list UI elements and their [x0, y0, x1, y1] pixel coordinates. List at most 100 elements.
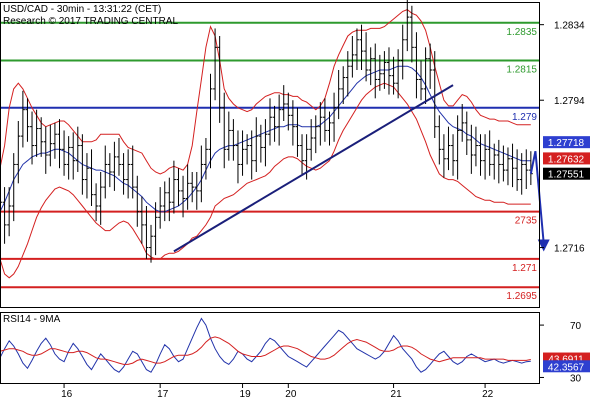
price-bar [126, 149, 131, 199]
level-label: 2735 [515, 216, 538, 227]
price-bar [213, 28, 218, 101]
price-bar [167, 177, 172, 222]
price-panel-frame [0, 2, 540, 308]
price-bar [52, 122, 57, 159]
price-bar [39, 117, 44, 157]
price-bar [240, 130, 245, 176]
price-bar [258, 124, 263, 163]
price-bar [423, 47, 428, 104]
level-label: 1.2835 [506, 27, 537, 38]
price-bar [309, 119, 314, 161]
price-bar [437, 115, 442, 165]
price-bar [373, 43, 378, 99]
rsi-y-tick-label: 70 [570, 321, 582, 332]
price-bar [107, 153, 112, 188]
price-bar [43, 126, 48, 174]
price-bar [510, 143, 515, 188]
price-bar [254, 117, 259, 172]
price-bar [396, 49, 401, 99]
rsi-panel-title: RSI14 - 9MA [3, 314, 61, 325]
price-bar [441, 134, 446, 178]
price-bar [492, 143, 497, 180]
rsi-y-tick-label: 30 [570, 373, 582, 384]
price-bar [139, 196, 144, 244]
price-bar [469, 124, 474, 174]
price-bar [501, 145, 506, 182]
price-bar [130, 145, 135, 199]
x-tick-label: 16 [61, 389, 73, 400]
x-tick-label: 21 [391, 389, 403, 400]
price-bar [245, 134, 250, 165]
price-bar [94, 183, 99, 222]
price-bar [144, 206, 149, 259]
price-bar [382, 51, 387, 89]
price-bar [263, 119, 268, 167]
rsi-badge-bg [543, 360, 590, 373]
price-bar [464, 111, 469, 155]
price-bar [194, 172, 199, 210]
price-bar [432, 51, 437, 138]
price-bar [149, 224, 154, 263]
price-y-tick-label: 1.2794 [554, 96, 585, 107]
price-bar [235, 130, 240, 184]
price-bar [162, 181, 167, 222]
price-bar [313, 115, 318, 154]
chart-subtitle: Research © 2017 TRADING CENTRAL [3, 16, 178, 27]
price-bar [62, 130, 67, 176]
price-bar [354, 28, 359, 70]
price-bar [487, 130, 492, 176]
price-bar [153, 202, 158, 256]
projection-arrow-path [529, 151, 545, 244]
price-panel: 1.2835 1.2815 1.279 2735 1.271 1.2695 [0, 0, 550, 302]
x-tick-label: 19 [240, 389, 252, 400]
price-bar [281, 85, 286, 121]
price-bar [322, 98, 327, 142]
price-bar [249, 130, 254, 180]
price-bar [359, 24, 364, 70]
price-bar [336, 70, 341, 120]
upper-bollinger-band [0, 9, 531, 175]
price-bar [524, 149, 529, 189]
price-y-tick-label: 1.2834 [554, 21, 585, 32]
price-bar [400, 24, 405, 80]
level-label: 1.2695 [506, 291, 537, 302]
price-bar [272, 105, 277, 142]
rsi-badge-label: 43.6911 [548, 355, 584, 366]
price-bar [71, 132, 76, 180]
price-badge-label: 1.27632 [548, 154, 585, 165]
price-bar [84, 153, 89, 199]
rsi-series-9ma [0, 336, 531, 365]
price-bar [391, 56, 396, 95]
price-bar [75, 126, 80, 172]
price-bar [505, 147, 510, 186]
price-bar [231, 119, 236, 161]
price-badge-bg [543, 167, 590, 180]
price-bar [57, 119, 62, 169]
rsi-panel-frame [0, 312, 540, 384]
chart-title: USD/CAD - 30min - 13:31:22 (CET) [3, 4, 161, 15]
price-bar [222, 92, 227, 169]
price-bar [98, 172, 103, 225]
price-bar [414, 32, 419, 99]
price-bar [451, 134, 456, 176]
price-badge: 1.27718 [543, 136, 590, 149]
price-bar [478, 134, 483, 176]
x-tick-label: 22 [482, 389, 494, 400]
price-bar [460, 104, 465, 142]
price-bar [277, 94, 282, 146]
price-bar [185, 164, 190, 210]
price-bar [268, 98, 272, 146]
price-bar [121, 153, 126, 195]
price-y-tick-label: 1.2716 [554, 244, 585, 255]
price-bar [386, 47, 391, 95]
projection-arrow-head [537, 239, 550, 252]
price-bar [30, 111, 35, 165]
price-bar [7, 187, 12, 237]
x-tick-label: 17 [157, 389, 169, 400]
rsi-panel [0, 317, 531, 373]
price-bar [226, 111, 231, 161]
price-bar [208, 73, 213, 169]
